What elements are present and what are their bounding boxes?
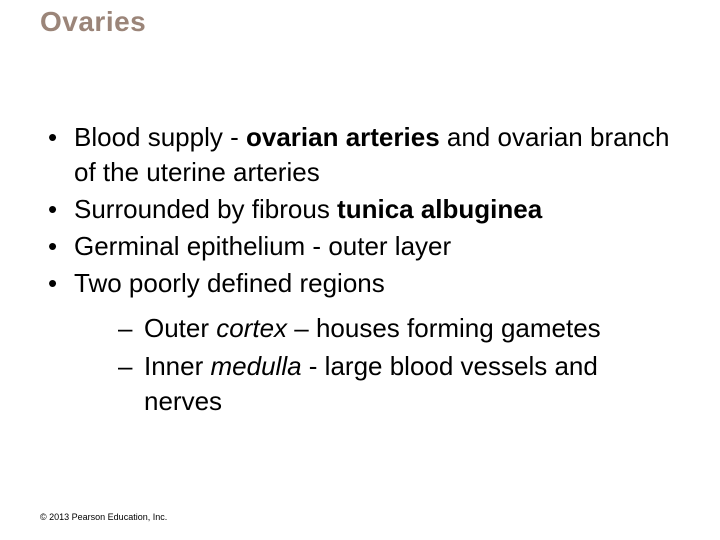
copyright-text: © 2013 Pearson Education, Inc. [40, 512, 167, 522]
bullet-text: Surrounded by fibrous [74, 194, 337, 224]
bold-term-ovarian-arteries: ovarian arteries [246, 122, 440, 152]
bullet-germinal-epithelium: Germinal epithelium - outer layer [40, 229, 680, 264]
bullet-two-regions: Two poorly defined regions Outer cortex … [40, 266, 680, 418]
sub-bullet-medulla: Inner medulla - large blood vessels and … [74, 349, 680, 419]
main-bullet-list: Blood supply - ovarian arteries and ovar… [40, 120, 680, 419]
bullet-text: Two poorly defined regions [74, 268, 385, 298]
sub-bullet-cortex: Outer cortex – houses forming gametes [74, 311, 680, 346]
sub-bullet-text: – houses forming gametes [287, 313, 601, 343]
slide-body: Blood supply - ovarian arteries and ovar… [40, 120, 680, 421]
bullet-blood-supply: Blood supply - ovarian arteries and ovar… [40, 120, 680, 190]
sub-bullet-list: Outer cortex – houses forming gametes In… [74, 311, 680, 418]
italic-term-cortex: cortex [216, 313, 287, 343]
slide-title: Ovaries [40, 6, 146, 38]
sub-bullet-text: Inner [144, 351, 211, 381]
bullet-text: Germinal epithelium - outer layer [74, 231, 451, 261]
slide-container: Ovaries Blood supply - ovarian arteries … [0, 0, 720, 540]
italic-term-medulla: medulla [211, 351, 302, 381]
bullet-text: Blood supply - [74, 122, 246, 152]
bold-term-tunica-albuginea: tunica albuginea [337, 194, 542, 224]
sub-bullet-text: Outer [144, 313, 216, 343]
bullet-tunica-albuginea: Surrounded by fibrous tunica albuginea [40, 192, 680, 227]
